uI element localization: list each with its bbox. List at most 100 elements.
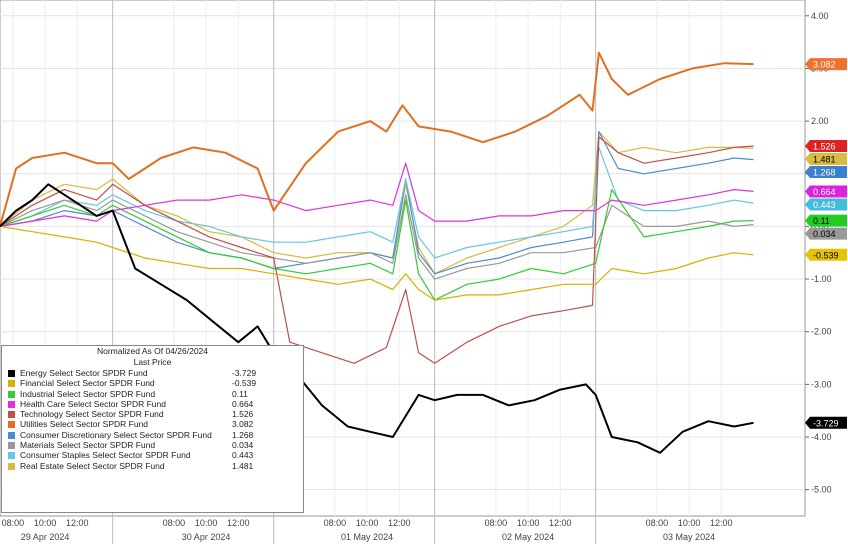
legend-swatch [8, 400, 15, 408]
legend-series-value: -0.539 [232, 378, 257, 389]
last-value-label: 3.082 [805, 58, 847, 71]
legend-item: Real Estate Select Sector SPDR Fund 1.481 [2, 461, 303, 471]
x-tick-label: 08:00 [485, 518, 508, 528]
last-value-box [805, 185, 847, 198]
legend-title: Normalized As Of 04/26/2024 [96, 346, 209, 356]
date-label: 02 May 2024 [502, 532, 554, 542]
last-value-label: 0.664 [805, 185, 847, 198]
legend-series-name: Utilities Select Sector SPDR Fund [20, 419, 149, 430]
last-value-text: 0.11 [813, 216, 830, 226]
date-label: 01 May 2024 [341, 532, 393, 542]
last-value-box [805, 58, 847, 71]
legend-item: Financial Select Sector SPDR Fund -0.539 [2, 378, 303, 388]
last-value-label: 0.034 [805, 227, 847, 240]
last-value-text: -0.539 [813, 250, 839, 260]
date-label: 03 May 2024 [663, 532, 715, 542]
x-tick-label: 10:00 [195, 518, 218, 528]
legend-swatch [8, 452, 15, 460]
last-value-text: 1.268 [813, 168, 836, 178]
series-line [0, 189, 754, 301]
legend-series-name: Energy Select Sector SPDR Fund [20, 368, 148, 378]
series-line [0, 146, 754, 259]
legend-item: Utilities Select Sector SPDR Fund 3.082 [2, 419, 303, 429]
legend-series-name: Health Care Select Sector SPDR Fund [20, 398, 166, 409]
y-tick-label: -3.00 [811, 379, 832, 389]
legend-series-name: Financial Select Sector SPDR Fund [20, 378, 155, 389]
legend-series-value: -3.729 [232, 368, 257, 378]
y-tick-label: -2.00 [811, 327, 832, 337]
x-tick-label: 10:00 [34, 518, 57, 528]
y-tick-label: -5.00 [811, 485, 832, 495]
legend-series-name: Industrial Select Sector SPDR Fund [20, 388, 156, 399]
last-value-labels: 3.082 1.526 1.481 1.268 0.664 0.443 0.11 0.034 -… [805, 58, 847, 429]
x-tick-label: 10:00 [517, 518, 540, 528]
y-tick-label: -1.00 [811, 274, 832, 284]
legend-swatch [8, 380, 15, 388]
x-tick-label: 12:00 [549, 518, 572, 528]
last-value-text: 0.664 [813, 187, 836, 197]
legend-series-name: Materials Select Sector SPDR Fund [20, 440, 156, 451]
legend-swatch [8, 431, 15, 439]
legend-series-value: 1.481 [232, 460, 254, 471]
last-value-text: 3.082 [813, 60, 836, 70]
last-value-label: 1.268 [805, 166, 847, 179]
legend-series-name: Consumer Discretionary Select Sector SPD… [20, 429, 212, 440]
last-value-label: 1.526 [805, 140, 847, 153]
last-value-box [805, 166, 847, 179]
x-tick-label: 12:00 [710, 518, 733, 528]
last-value-box [805, 248, 847, 261]
legend-rows: Energy Select Sector SPDR Fund -3.729 Fina… [2, 368, 303, 471]
legend-series-value: 1.268 [232, 429, 254, 440]
last-value-box [805, 416, 847, 429]
last-value-box [805, 227, 847, 240]
legend-swatch [8, 421, 15, 429]
last-value-label: 0.443 [805, 198, 847, 211]
last-value-label: -3.729 [805, 416, 847, 429]
last-value-label: -0.539 [805, 248, 847, 261]
x-tick-label: 12:00 [66, 518, 89, 528]
last-value-box [805, 198, 847, 211]
legend: Normalized As Of 04/26/2024 Last Price E… [1, 345, 304, 513]
legend-series-name: Consumer Staples Select Sector SPDR Fund [20, 450, 191, 461]
legend-series-name: Real Estate Select Sector SPDR Fund [20, 460, 165, 471]
x-tick-label: 08:00 [324, 518, 347, 528]
legend-series-value: 1.526 [232, 409, 254, 420]
legend-series-value: 3.082 [232, 419, 254, 430]
legend-item: Materials Select Sector SPDR Fund 0.034 [2, 440, 303, 450]
legend-swatch [8, 390, 15, 398]
series-line [0, 51, 754, 227]
series-line [0, 136, 754, 364]
x-tick-label: 10:00 [678, 518, 701, 528]
y-tick-label: -4.00 [811, 432, 832, 442]
last-value-box [805, 214, 847, 227]
legend-swatch [8, 462, 15, 470]
legend-item: Energy Select Sector SPDR Fund -3.729 [2, 368, 303, 378]
last-value-label: 1.481 [805, 153, 847, 166]
y-tick-label: 2.00 [811, 116, 829, 126]
series-line [0, 162, 754, 227]
legend-subtitle: Last Price [133, 357, 172, 367]
date-label: 29 Apr 2024 [21, 532, 70, 542]
last-value-text: -3.729 [813, 418, 839, 428]
legend-swatch [8, 370, 15, 377]
legend-item: Health Care Select Sector SPDR Fund 0.664 [2, 399, 303, 409]
date-label: 30 Apr 2024 [182, 532, 231, 542]
legend-item: Consumer Discretionary Select Sector SPD… [2, 430, 303, 440]
legend-series-value: 0.443 [232, 450, 254, 461]
series-layer [0, 51, 754, 454]
series-line [0, 131, 754, 275]
legend-series-value: 0.034 [232, 440, 254, 451]
x-tick-label: 10:00 [356, 518, 379, 528]
legend-swatch [8, 442, 15, 450]
x-tick-label: 08:00 [646, 518, 669, 528]
last-value-box [805, 140, 847, 153]
last-value-box [805, 153, 847, 166]
legend-series-value: 0.11 [232, 388, 248, 399]
x-axis: 08:00 10:00 12:00 08:00 10:00 12:00 08:00 10:00… [2, 518, 733, 542]
legend-swatch [8, 411, 15, 419]
y-tick-label: 4.00 [811, 11, 829, 21]
legend-item: Technology Select Sector SPDR Fund 1.526 [2, 409, 303, 419]
legend-item: Consumer Staples Select Sector SPDR Fund… [2, 450, 303, 460]
legend-series-name: Technology Select Sector SPDR Fund [20, 409, 164, 420]
x-tick-label: 08:00 [163, 518, 186, 528]
